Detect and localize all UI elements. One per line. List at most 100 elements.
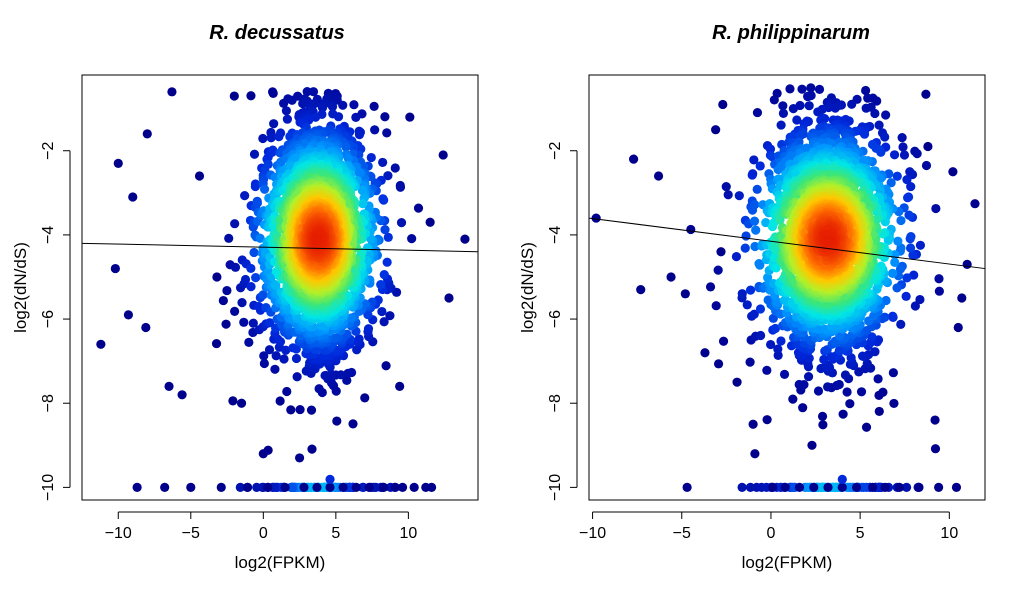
data-point xyxy=(776,336,786,346)
data-point xyxy=(346,313,356,323)
data-point xyxy=(222,285,232,296)
data-point xyxy=(269,119,279,129)
data-point xyxy=(813,107,823,117)
data-point xyxy=(413,203,424,213)
data-point xyxy=(734,191,744,201)
data-point xyxy=(390,163,400,173)
data-point xyxy=(888,311,898,321)
floor-point xyxy=(306,482,316,492)
data-point xyxy=(380,225,390,235)
data-point xyxy=(931,203,941,214)
data-point xyxy=(378,194,388,204)
data-point xyxy=(762,365,772,375)
floor-point xyxy=(358,482,368,492)
data-point xyxy=(737,289,747,299)
data-point xyxy=(804,353,814,363)
x-axis-label: log2(FPKM) xyxy=(235,553,326,572)
data-point xyxy=(749,155,759,165)
data-point xyxy=(329,333,339,343)
data-point xyxy=(804,101,814,111)
y-tick-label: −6 xyxy=(40,310,57,328)
y-tick-label: −4 xyxy=(40,226,57,244)
data-point xyxy=(96,339,106,349)
data-point xyxy=(902,175,912,185)
data-point xyxy=(366,152,376,163)
data-point xyxy=(817,411,828,421)
regression-line xyxy=(81,242,479,253)
data-point xyxy=(240,274,251,285)
data-point xyxy=(775,215,785,225)
data-point xyxy=(282,114,292,124)
data-point xyxy=(779,369,790,380)
data-point xyxy=(902,273,912,283)
data-point xyxy=(778,108,789,118)
data-point xyxy=(755,161,765,171)
data-point xyxy=(267,147,277,157)
data-point xyxy=(343,153,353,164)
data-point xyxy=(287,95,297,105)
data-point xyxy=(798,403,808,413)
data-point xyxy=(395,381,405,391)
data-point xyxy=(341,142,351,152)
data-point xyxy=(749,309,759,319)
data-point xyxy=(823,382,833,392)
data-point xyxy=(230,219,240,229)
data-point xyxy=(761,217,771,228)
data-point xyxy=(332,416,342,426)
data-point xyxy=(802,143,812,153)
data-point xyxy=(291,353,302,364)
data-point xyxy=(705,282,716,292)
data-point xyxy=(110,263,120,274)
data-point xyxy=(859,129,870,139)
data-point xyxy=(888,368,898,378)
data-point xyxy=(279,98,289,108)
data-point xyxy=(871,143,881,153)
floor-point xyxy=(299,482,309,492)
data-point xyxy=(292,372,302,382)
data-point xyxy=(164,381,174,391)
data-point xyxy=(892,283,902,293)
data-point xyxy=(747,170,757,180)
data-point xyxy=(788,394,798,404)
data-point xyxy=(360,393,370,403)
data-point xyxy=(295,404,305,415)
data-point xyxy=(819,354,829,365)
data-point xyxy=(248,318,258,328)
data-point xyxy=(861,103,871,113)
data-point xyxy=(846,353,856,363)
data-point xyxy=(385,311,395,321)
data-point xyxy=(803,91,814,101)
data-point xyxy=(250,181,260,192)
data-point xyxy=(275,337,286,347)
data-point xyxy=(880,132,890,142)
data-point xyxy=(194,171,205,181)
data-point xyxy=(814,84,825,95)
data-point xyxy=(890,257,900,267)
data-point xyxy=(327,101,338,112)
data-point xyxy=(713,265,723,275)
scatter-points xyxy=(96,87,470,492)
floor-point xyxy=(242,482,252,492)
data-point xyxy=(889,150,900,160)
data-point xyxy=(259,351,269,361)
data-point xyxy=(228,396,238,406)
panel-title: R. philippinarum xyxy=(712,22,870,44)
data-point xyxy=(803,371,814,382)
data-point xyxy=(840,370,851,380)
data-point xyxy=(713,359,724,369)
floor-point xyxy=(397,482,408,492)
data-point xyxy=(903,193,913,203)
data-point xyxy=(376,279,386,290)
data-point xyxy=(244,337,254,347)
data-point xyxy=(382,257,392,267)
data-point xyxy=(383,232,393,242)
data-point xyxy=(934,286,944,296)
data-point xyxy=(167,87,177,97)
data-point xyxy=(237,298,247,308)
data-point xyxy=(742,300,752,310)
floor-point xyxy=(390,482,400,492)
data-point xyxy=(749,216,760,226)
data-point xyxy=(799,380,809,390)
data-point xyxy=(348,419,358,429)
